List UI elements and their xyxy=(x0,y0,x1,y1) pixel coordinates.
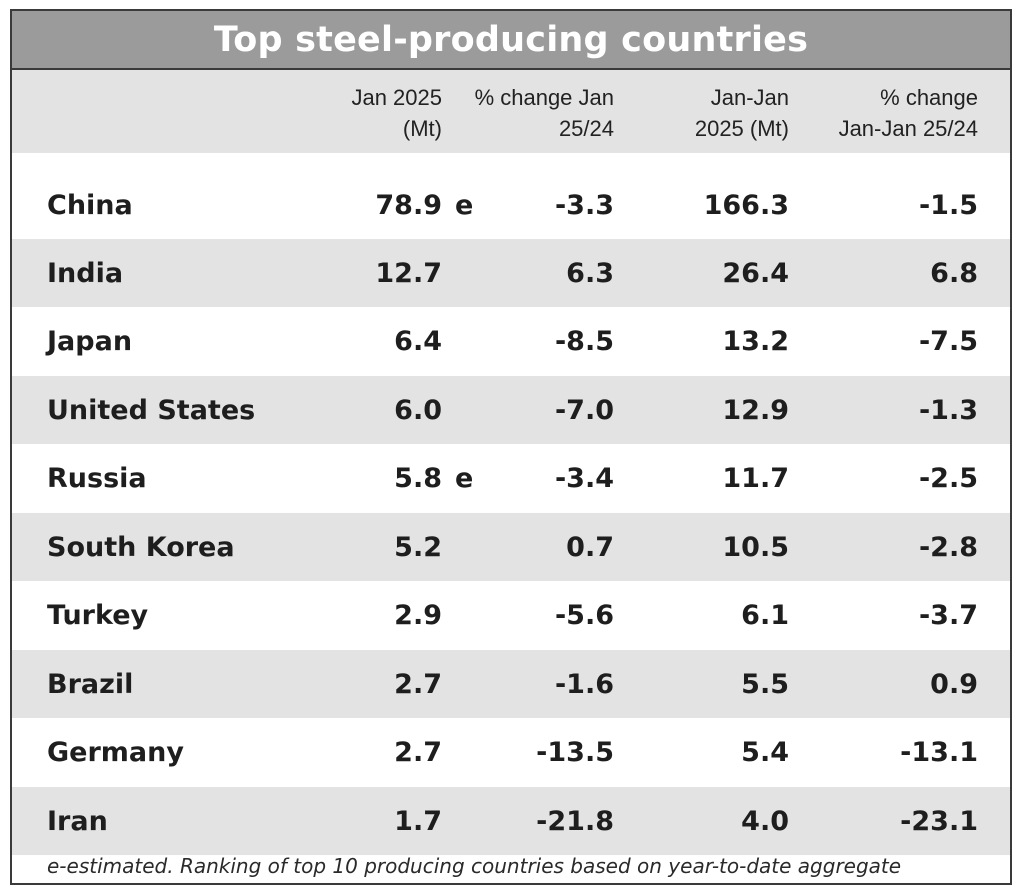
table-row: Iran 1.7 -21.8 4.0 -23.1 xyxy=(12,787,1010,855)
change-jan-cell: -7.0 xyxy=(554,394,614,426)
estimate-flag: e xyxy=(455,189,474,221)
change-ytd-cell: -13.1 xyxy=(900,737,978,768)
ytd-cell: 166.3 xyxy=(703,189,789,221)
change-jan-cell: -3.4 xyxy=(554,463,614,494)
change-jan-cell: -1.6 xyxy=(554,668,614,700)
title-bar: Top steel-producing countries xyxy=(12,11,1010,70)
ytd-cell: 11.7 xyxy=(722,463,789,494)
table-row: Turkey 2.9 -5.6 6.1 -3.7 xyxy=(12,581,1010,650)
header-row: Jan 2025 (Mt) % change Jan 25/24 Jan-Jan… xyxy=(12,70,1010,153)
jan2025-cell: 1.7 xyxy=(394,805,442,837)
ytd-cell: 4.0 xyxy=(741,805,789,837)
change-ytd-cell: -1.3 xyxy=(918,394,978,426)
country-cell: United States xyxy=(47,394,256,426)
change-ytd-cell: -3.7 xyxy=(918,600,978,631)
change-jan-cell: -8.5 xyxy=(554,326,614,357)
table-row: Japan 6.4 -8.5 13.2 -7.5 xyxy=(12,307,1010,376)
change-jan-cell: -5.6 xyxy=(554,600,614,631)
country-cell: Russia xyxy=(47,463,147,494)
change-ytd-cell: -1.5 xyxy=(918,189,978,221)
jan2025-cell: 6.0 xyxy=(394,394,442,426)
change-ytd-cell: -2.5 xyxy=(918,463,978,494)
table-row: China 78.9 e -3.3 166.3 -1.5 xyxy=(12,153,1010,239)
steel-table: Top steel-producing countries Jan 2025 (… xyxy=(10,9,1012,885)
country-cell: China xyxy=(47,189,133,221)
ytd-cell: 12.9 xyxy=(722,394,789,426)
table-title: Top steel-producing countries xyxy=(213,19,809,60)
footnote: e-estimated. Ranking of top 10 producing… xyxy=(47,854,902,878)
table-row: United States 6.0 -7.0 12.9 -1.3 xyxy=(12,376,1010,444)
table-row: Brazil 2.7 -1.6 5.5 0.9 xyxy=(12,650,1010,718)
country-cell: Brazil xyxy=(47,668,134,700)
ytd-cell: 10.5 xyxy=(722,531,789,563)
ytd-cell: 5.4 xyxy=(741,737,789,768)
change-jan-cell: -13.5 xyxy=(536,737,614,768)
jan2025-cell: 5.2 xyxy=(394,531,442,563)
table-row: South Korea 5.2 0.7 10.5 -2.8 xyxy=(12,513,1010,581)
jan2025-cell: 78.9 xyxy=(375,189,442,221)
table-row: Russia 5.8 e -3.4 11.7 -2.5 xyxy=(12,444,1010,513)
country-cell: Turkey xyxy=(47,600,149,631)
change-ytd-cell: 6.8 xyxy=(930,257,978,289)
change-jan-cell: 6.3 xyxy=(566,257,614,289)
ytd-cell: 26.4 xyxy=(722,257,789,289)
change-jan-cell: 0.7 xyxy=(566,531,614,563)
table-row: Germany 2.7 -13.5 5.4 -13.1 xyxy=(12,718,1010,787)
jan2025-cell: 2.7 xyxy=(394,668,442,700)
jan2025-cell: 6.4 xyxy=(394,326,442,357)
header-jan2025: Jan 2025 (Mt) xyxy=(351,85,442,141)
change-ytd-cell: -7.5 xyxy=(918,326,978,357)
country-cell: Japan xyxy=(47,326,133,357)
country-cell: South Korea xyxy=(47,531,235,563)
country-cell: Iran xyxy=(47,805,108,837)
ytd-cell: 6.1 xyxy=(741,600,789,631)
change-ytd-cell: -2.8 xyxy=(918,531,978,563)
header-change-ytd: % change Jan-Jan 25/24 xyxy=(838,85,978,141)
ytd-cell: 5.5 xyxy=(741,668,789,700)
ytd-cell: 13.2 xyxy=(722,326,789,357)
jan2025-cell: 2.7 xyxy=(394,737,442,768)
change-ytd-cell: 0.9 xyxy=(930,668,978,700)
jan2025-cell: 12.7 xyxy=(375,257,442,289)
header-ytd: Jan-Jan 2025 (Mt) xyxy=(694,85,789,141)
table-row: India 12.7 6.3 26.4 6.8 xyxy=(12,239,1010,307)
change-jan-cell: -3.3 xyxy=(554,189,614,221)
country-cell: Germany xyxy=(47,737,184,768)
header-change-jan: % change Jan 25/24 xyxy=(474,85,614,141)
jan2025-cell: 2.9 xyxy=(394,600,442,631)
jan2025-cell: 5.8 xyxy=(394,463,442,494)
country-cell: India xyxy=(47,257,124,289)
change-jan-cell: -21.8 xyxy=(536,805,614,837)
estimate-flag: e xyxy=(455,463,474,494)
change-ytd-cell: -23.1 xyxy=(900,805,978,837)
